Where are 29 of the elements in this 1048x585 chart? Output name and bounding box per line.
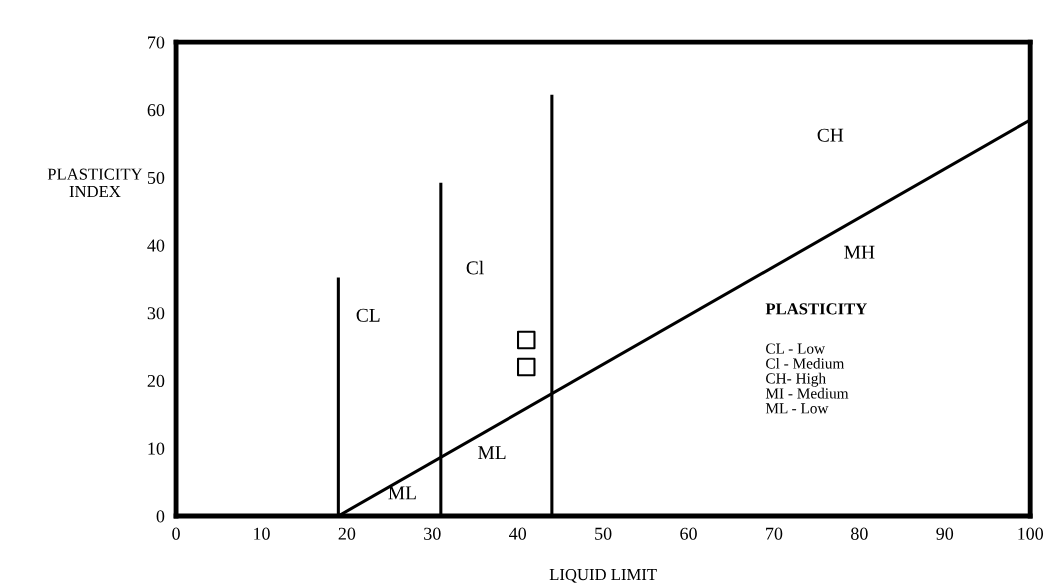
annotation: ML <box>478 446 506 460</box>
y-tick-label: 40 <box>147 239 165 252</box>
x-tick-label: 10 <box>254 527 270 540</box>
annotation: CH <box>817 128 844 142</box>
x-axis-title: LIQUID LIMIT <box>549 568 657 583</box>
y-axis-title: PLASTICITY INDEX <box>47 168 143 198</box>
x-tick-label: 70 <box>766 527 783 540</box>
annotation: ML <box>388 486 416 500</box>
x-tick-label: 50 <box>595 527 612 540</box>
y-tick-label: 20 <box>147 374 165 388</box>
y-tick-label: 70 <box>148 36 165 49</box>
annotation: Cl <box>466 260 484 275</box>
annotation: MH <box>844 245 875 259</box>
annotation: CL - Low Cl - Medium CH- High MI - Medium ML - Low <box>765 343 849 414</box>
x-tick-label: 80 <box>851 527 868 540</box>
y-tick-label: 50 <box>147 171 165 184</box>
x-tick-label: 60 <box>680 527 697 540</box>
x-tick-label: 100 <box>1018 527 1044 540</box>
x-tick-label: 90 <box>936 527 954 540</box>
y-tick-label: 60 <box>147 104 165 117</box>
x-tick-label: 0 <box>172 527 180 540</box>
annotation: CL <box>356 308 380 322</box>
x-tick-label: 40 <box>509 527 527 540</box>
x-tick-label: 30 <box>424 527 441 540</box>
annotation: PLASTICITY <box>765 303 867 315</box>
y-tick-label: 30 <box>147 307 165 320</box>
y-tick-label: 10 <box>148 442 165 455</box>
x-tick-label: 20 <box>338 527 356 540</box>
y-tick-label: 0 <box>156 510 165 523</box>
